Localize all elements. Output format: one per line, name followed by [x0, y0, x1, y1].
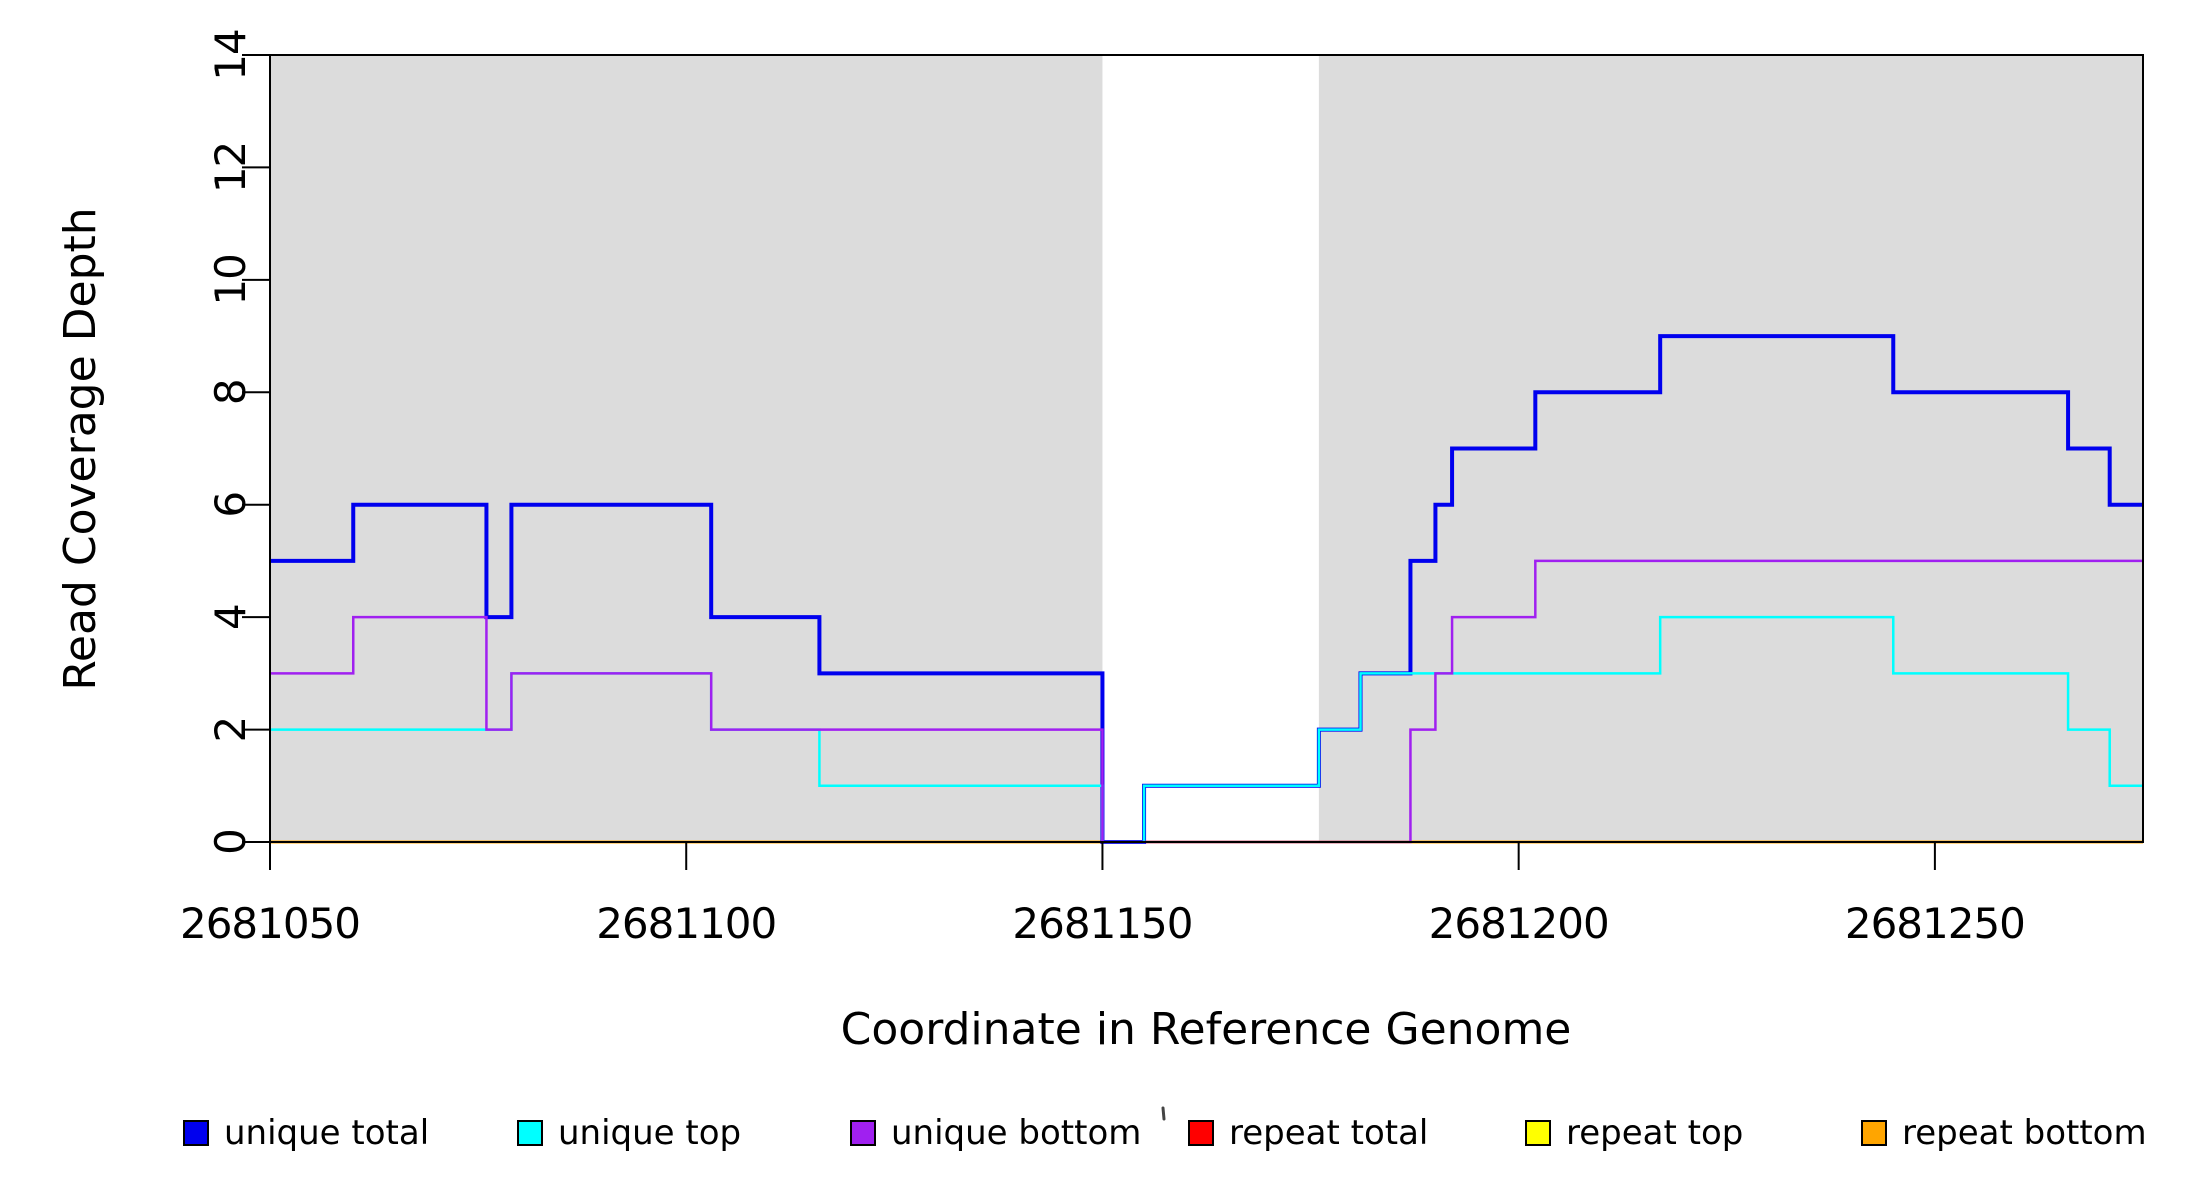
- legend-entry-unique-bottom: unique bottom: [850, 1113, 1141, 1153]
- legend-swatch: [1861, 1120, 1887, 1146]
- series-line-unique-bottom: [270, 559, 2143, 844]
- y-tick-label: 12: [206, 142, 255, 193]
- legend-label: unique top: [558, 1113, 741, 1153]
- x-tick-label: 2681100: [596, 899, 776, 948]
- legend-swatch: [517, 1120, 543, 1146]
- legend-label: unique total: [224, 1113, 429, 1153]
- x-tick-label: 2681250: [1845, 899, 2025, 948]
- shaded-region: [1318, 55, 2143, 842]
- x-tick-label: 2681150: [1012, 899, 1192, 948]
- y-tick-label: 2: [206, 717, 255, 743]
- legend-entry-unique-total: unique total: [183, 1113, 429, 1153]
- legend-label: repeat top: [1566, 1113, 1743, 1153]
- y-tick-label: 6: [206, 492, 255, 518]
- shaded-regions: [270, 55, 2143, 842]
- y-axis: 0 2 4 6 8 10 12 14: [206, 29, 270, 855]
- shaded-region: [270, 55, 1103, 842]
- legend-entry-unique-top: unique top: [517, 1113, 741, 1153]
- y-tick-label: 8: [206, 379, 255, 405]
- legend-entry-repeat-bottom: repeat bottom: [1861, 1113, 2147, 1153]
- legend-label: repeat total: [1229, 1113, 1428, 1153]
- plot-border: [269, 54, 2144, 843]
- legend: unique total unique top unique bottom repea…: [183, 1106, 2147, 1153]
- legend-label: repeat bottom: [1902, 1113, 2147, 1153]
- legend-swatch: [1525, 1120, 1551, 1146]
- y-tick-label: 14: [206, 29, 255, 80]
- x-axis-title: Coordinate in Reference Genome: [841, 1004, 1572, 1055]
- legend-entry-repeat-top: repeat top: [1525, 1113, 1743, 1153]
- y-tick-label: 0: [206, 829, 255, 855]
- y-tick-label: 10: [206, 254, 255, 305]
- legend-entry-repeat-total: repeat total: [1188, 1113, 1428, 1153]
- x-tick-label: 2681200: [1429, 899, 1609, 948]
- stray-mark: [1161, 1106, 1166, 1121]
- x-tick-label: 2681050: [180, 899, 360, 948]
- y-axis-title: Read Coverage Depth: [55, 207, 106, 690]
- y-tick-label: 4: [206, 604, 255, 630]
- legend-swatch: [183, 1120, 209, 1146]
- x-axis: 2681050 2681100 2681150 2681200 2681250: [180, 842, 2026, 948]
- legend-label: unique bottom: [891, 1113, 1141, 1153]
- legend-swatch: [1188, 1120, 1214, 1146]
- legend-swatch: [850, 1120, 876, 1146]
